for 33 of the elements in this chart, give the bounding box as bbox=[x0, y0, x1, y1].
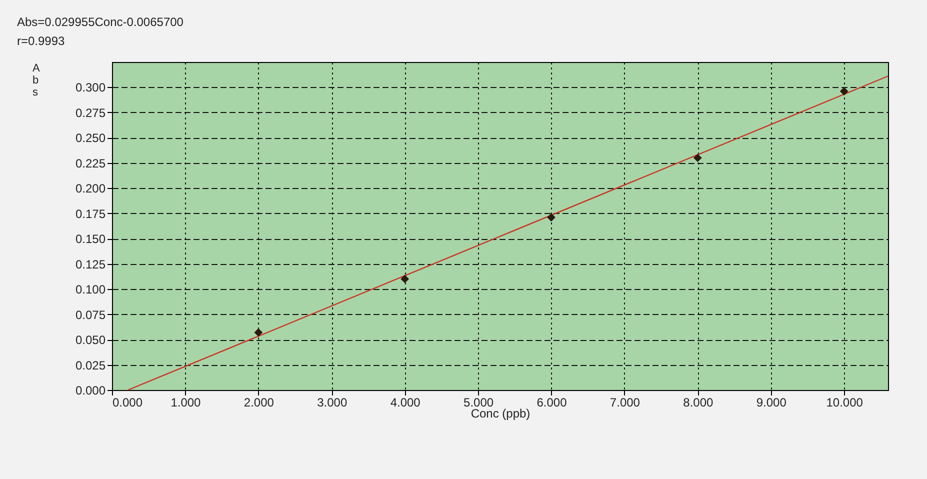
x-tick-label: 4.000 bbox=[390, 396, 421, 410]
text: r=0.9993 bbox=[17, 34, 66, 48]
x-tick-label: 10.000 bbox=[826, 396, 864, 410]
x-tick-label: 2.000 bbox=[244, 396, 274, 410]
y-tick-label: 0.025 bbox=[75, 358, 106, 372]
y-tick-label: 0.100 bbox=[75, 282, 106, 297]
point bbox=[400, 274, 410, 284]
text: Abs=0.029955Conc-0.0065700 bbox=[17, 15, 184, 29]
y-tick-label: 0.275 bbox=[75, 106, 106, 120]
x-tick-label: 6.000 bbox=[536, 396, 568, 410]
y-tick-label: 0.175 bbox=[75, 206, 106, 221]
y-tick-label: 0.050 bbox=[75, 333, 106, 348]
x-axis-title: Conc (ppb) bbox=[470, 406, 530, 420]
x-tick-label: 3.000 bbox=[317, 396, 348, 410]
point bbox=[254, 328, 263, 337]
x-tick-label: 9.000 bbox=[756, 396, 787, 410]
y-axis-title: Abs bbox=[32, 62, 40, 98]
y-tick-label: 0.200 bbox=[75, 182, 106, 196]
point bbox=[693, 154, 702, 162]
y-tick-label: 0.000 bbox=[75, 384, 106, 398]
point bbox=[547, 213, 556, 222]
y-tick-label: 0.125 bbox=[75, 257, 106, 272]
x-tick-label: 5.000 bbox=[464, 396, 494, 410]
point bbox=[840, 87, 848, 96]
x-tick-label: 1.000 bbox=[170, 396, 202, 410]
x-tick-label: 8.000 bbox=[683, 396, 714, 410]
y-tick-label: 0.300 bbox=[75, 80, 106, 95]
y-tick-label: 0.075 bbox=[75, 308, 106, 322]
y-tick-label: 0.250 bbox=[75, 131, 106, 146]
y-tick-label: 0.225 bbox=[75, 156, 106, 170]
x-tick-label: 0.000 bbox=[112, 396, 143, 410]
x-tick-label: 7.000 bbox=[610, 396, 640, 410]
y-tick-label: 0.150 bbox=[75, 232, 106, 246]
